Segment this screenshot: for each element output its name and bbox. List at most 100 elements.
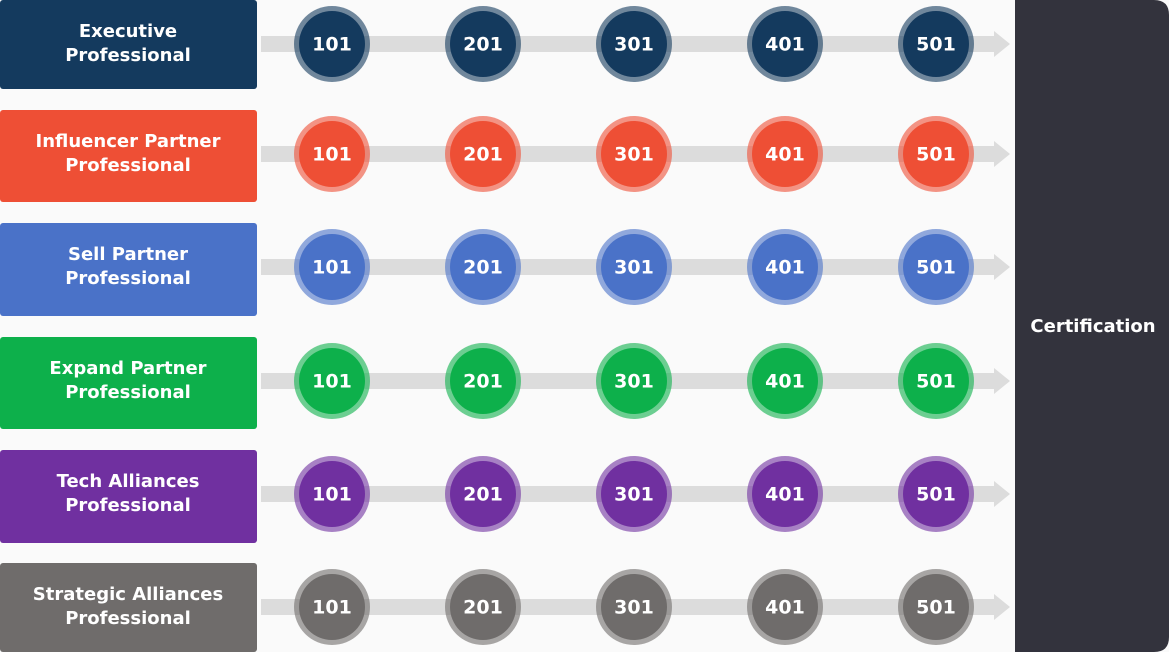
track-label-line: Professional [65, 608, 191, 629]
level-circle [601, 234, 667, 300]
track-label-line: Expand Partner [49, 358, 206, 379]
level-circle [299, 234, 365, 300]
level-circle [601, 11, 667, 77]
track-label-line: Tech Alliances [57, 471, 200, 492]
track-arrow-head [994, 141, 1010, 167]
certification-label: Certification [1030, 316, 1155, 337]
track-label: Expand Partner Professional [49, 358, 206, 403]
certification-panel [1015, 0, 1169, 652]
level-label: 401 [765, 484, 805, 506]
track-label: Influencer Partner Professional [36, 131, 221, 176]
level-circle [903, 461, 969, 527]
level-circle [752, 348, 818, 414]
level-label: 501 [916, 257, 956, 279]
level-circle [752, 574, 818, 640]
level-label: 301 [614, 597, 654, 619]
level-circle [601, 574, 667, 640]
level-label: 401 [765, 257, 805, 279]
track-label-box [0, 223, 257, 316]
level-label: 301 [614, 34, 654, 56]
level-circle [450, 461, 516, 527]
level-label: 101 [312, 144, 352, 166]
level-label: 101 [312, 484, 352, 506]
track-row: Influencer Partner Professional 101 201 301 4… [0, 110, 1010, 202]
track-label: Strategic Alliances Professional [33, 584, 223, 629]
level-label: 501 [916, 34, 956, 56]
level-label: 501 [916, 597, 956, 619]
level-circle [752, 11, 818, 77]
track-row: Expand Partner Professional 101 201 301 401 50… [0, 337, 1010, 429]
level-circle [299, 574, 365, 640]
track-label: Executive Professional [65, 21, 191, 66]
track-label-line: Sell Partner [68, 244, 188, 265]
track-arrow-head [994, 481, 1010, 507]
level-label: 201 [463, 484, 503, 506]
level-circle [299, 11, 365, 77]
track-label-line: Influencer Partner [36, 131, 221, 152]
level-circle [299, 461, 365, 527]
level-label: 101 [312, 34, 352, 56]
track-row: Sell Partner Professional 101 201 301 401 501 [0, 223, 1010, 316]
level-label: 201 [463, 144, 503, 166]
level-label: 501 [916, 484, 956, 506]
level-label: 201 [463, 34, 503, 56]
level-label: 201 [463, 597, 503, 619]
level-label: 301 [614, 144, 654, 166]
level-label: 101 [312, 597, 352, 619]
level-label: 401 [765, 371, 805, 393]
level-circle [299, 121, 365, 187]
track-label-line: Professional [65, 268, 191, 289]
level-circle [752, 121, 818, 187]
level-circle [601, 348, 667, 414]
track-label: Sell Partner Professional [65, 244, 191, 289]
track-arrow-head [994, 594, 1010, 620]
level-circle [903, 11, 969, 77]
track-row: Tech Alliances Professional 101 201 301 401 50… [0, 450, 1010, 543]
level-circle [299, 348, 365, 414]
track-label: Tech Alliances Professional [57, 471, 200, 516]
level-label: 301 [614, 371, 654, 393]
level-circle [450, 234, 516, 300]
level-circle [752, 461, 818, 527]
level-label: 101 [312, 257, 352, 279]
level-label: 501 [916, 371, 956, 393]
track-label-line: Professional [65, 382, 191, 403]
level-circle [903, 234, 969, 300]
level-label: 401 [765, 597, 805, 619]
track-row: Strategic Alliances Professional 101 201 301… [0, 563, 1010, 652]
level-circle [601, 461, 667, 527]
level-label: 501 [916, 144, 956, 166]
track-label-line: Strategic Alliances [33, 584, 223, 605]
level-circle [450, 121, 516, 187]
level-circle [450, 574, 516, 640]
track-arrow-head [994, 254, 1010, 280]
track-label-line: Executive [79, 21, 177, 42]
level-circle [450, 11, 516, 77]
track-arrow-head [994, 368, 1010, 394]
track-label-box [0, 450, 257, 543]
level-label: 301 [614, 484, 654, 506]
level-label: 101 [312, 371, 352, 393]
track-label-line: Professional [65, 45, 191, 66]
track-label-box [0, 563, 257, 652]
level-label: 301 [614, 257, 654, 279]
level-label: 401 [765, 34, 805, 56]
level-circle [903, 574, 969, 640]
level-label: 201 [463, 371, 503, 393]
track-label-line: Professional [65, 495, 191, 516]
track-label-line: Professional [65, 155, 191, 176]
level-label: 201 [463, 257, 503, 279]
track-label-box [0, 0, 257, 89]
track-label-box [0, 110, 257, 202]
level-circle [903, 121, 969, 187]
level-label: 401 [765, 144, 805, 166]
track-label-box [0, 337, 257, 429]
level-circle [601, 121, 667, 187]
track-arrow-head [994, 31, 1010, 57]
level-circle [903, 348, 969, 414]
level-circle [752, 234, 818, 300]
track-row: Executive Professional 101 201 301 401 501 [0, 0, 1010, 89]
level-circle [450, 348, 516, 414]
